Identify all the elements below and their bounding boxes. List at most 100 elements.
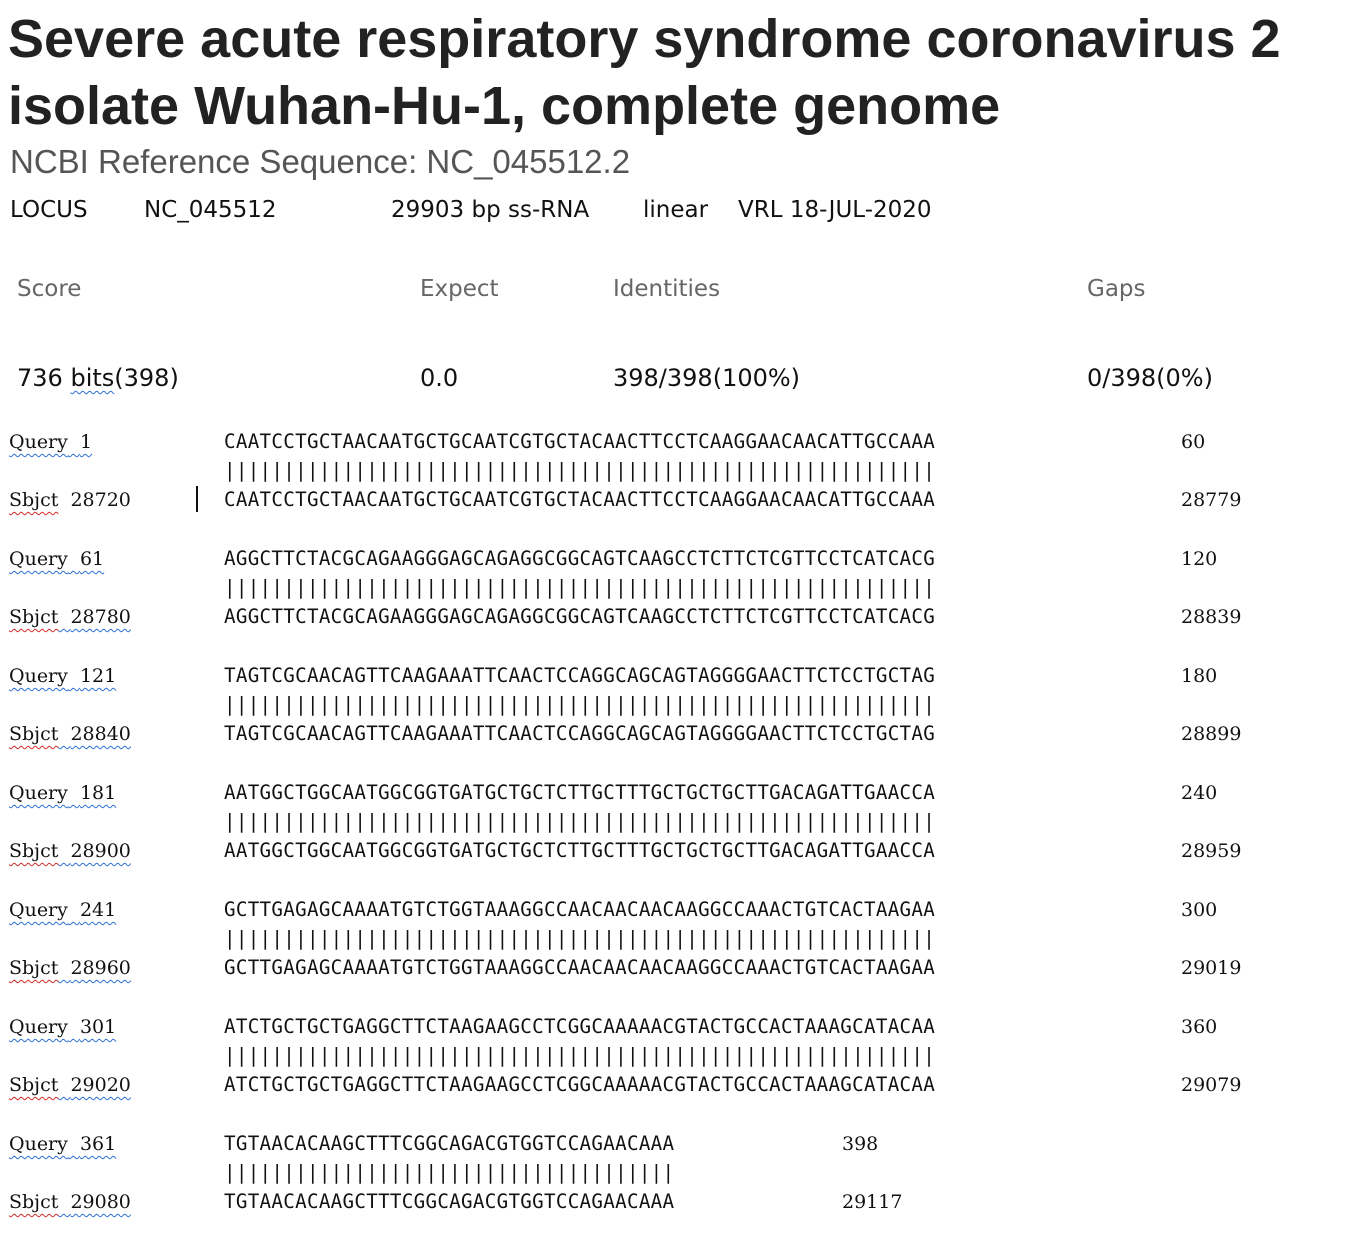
sbjct-start: 29080 — [70, 1191, 131, 1213]
sbjct-sequence: TGTAACACAAGCTTTCGGCAGACGTGGTCCAGAACAAA — [224, 1190, 675, 1213]
query-label: Query — [9, 548, 68, 570]
identities-header: Identities — [613, 276, 721, 302]
sbjct-label-gap — [58, 1191, 70, 1213]
sbjct-start: 28720 — [70, 489, 131, 511]
sbjct-label: Sbjct — [9, 957, 59, 979]
query-sequence: AATGGCTGGCAATGGCGGTGATGCTGCTCTTGCTTTGCTG… — [224, 781, 936, 804]
sbjct-row-label: Sbjct 28720 — [9, 488, 131, 512]
match-line: ||||||||||||||||||||||||||||||||||||||||… — [224, 576, 936, 599]
query-start: 61 — [79, 548, 105, 570]
sbjct-end: 29079 — [1181, 1074, 1242, 1096]
match-line: ||||||||||||||||||||||||||||||||||||||||… — [224, 459, 936, 482]
sbjct-start: 28840 — [70, 723, 131, 745]
query-sequence: TGTAACACAAGCTTTCGGCAGACGTGGTCCAGAACAAA — [224, 1132, 675, 1155]
query-start: 361 — [79, 1133, 117, 1155]
query-end: 398 — [842, 1133, 879, 1155]
locus-label: LOCUS — [10, 197, 88, 223]
sbjct-label-gap — [58, 606, 70, 628]
sbjct-end: 28839 — [1181, 606, 1242, 628]
sbjct-label-gap — [58, 1074, 70, 1096]
expect-value: 0.0 — [420, 364, 459, 392]
sbjct-sequence: AATGGCTGGCAATGGCGGTGATGCTGCTCTTGCTTTGCTG… — [224, 839, 936, 862]
expect-header: Expect — [420, 276, 499, 302]
query-start: 1 — [79, 431, 93, 453]
query-sequence: GCTTGAGAGCAAAATGTCTGGTAAAGGCCAACAACAACAA… — [224, 898, 936, 921]
match-line: ||||||||||||||||||||||||||||||||||||||||… — [224, 810, 936, 833]
sbjct-label: Sbjct — [9, 840, 59, 862]
sbjct-sequence: CAATCCTGCTAACAATGCTGCAATCGTGCTACAACTTCCT… — [224, 488, 936, 511]
sbjct-row-label: Sbjct 28840 — [9, 722, 131, 746]
query-row-label: Query 1 — [9, 430, 92, 454]
query-label: Query — [9, 782, 68, 804]
query-label: Query — [9, 431, 68, 453]
score-unit: bits — [70, 364, 115, 392]
match-line: |||||||||||||||||||||||||||||||||||||| — [224, 1161, 675, 1184]
sbjct-label-gap — [58, 957, 70, 979]
score-paren: (398) — [114, 364, 179, 392]
text-cursor — [196, 486, 198, 512]
score-number: 736 — [17, 364, 63, 392]
sbjct-end: 28779 — [1181, 489, 1242, 511]
query-row-label: Query 301 — [9, 1015, 116, 1039]
query-start: 301 — [79, 1016, 117, 1038]
sbjct-sequence: TAGTCGCAACAGTTCAAGAAATTCAACTCCAGGCAGCAGT… — [224, 722, 936, 745]
sbjct-sequence: AGGCTTCTACGCAGAAGGGAGCAGAGGCGGCAGTCAAGCC… — [224, 605, 936, 628]
query-label: Query — [9, 899, 68, 921]
query-end: 300 — [1181, 899, 1218, 921]
query-end: 120 — [1181, 548, 1218, 570]
locus-length: 29903 bp ss-RNA — [391, 197, 590, 223]
sbjct-end: 28959 — [1181, 840, 1242, 862]
query-sequence: TAGTCGCAACAGTTCAAGAAATTCAACTCCAGGCAGCAGT… — [224, 664, 936, 687]
query-start: 121 — [79, 665, 117, 687]
sbjct-label-gap — [58, 723, 70, 745]
score-value: 736 bits(398) — [17, 364, 179, 392]
sbjct-label: Sbjct — [9, 606, 59, 628]
match-line: ||||||||||||||||||||||||||||||||||||||||… — [224, 693, 936, 716]
query-label: Query — [9, 665, 68, 687]
sbjct-label: Sbjct — [9, 723, 59, 745]
locus-division-date: VRL 18-JUL-2020 — [738, 197, 932, 223]
sbjct-start: 28900 — [70, 840, 131, 862]
query-row-label: Query 121 — [9, 664, 116, 688]
identities-value: 398/398(100%) — [613, 364, 801, 392]
query-sequence: ATCTGCTGCTGAGGCTTCTAAGAAGCCTCGGCAAAAACGT… — [224, 1015, 936, 1038]
gaps-header: Gaps — [1087, 276, 1146, 302]
query-start: 181 — [79, 782, 117, 804]
query-row-label: Query 61 — [9, 547, 104, 571]
sbjct-row-label: Sbjct 29020 — [9, 1073, 131, 1097]
query-end: 240 — [1181, 782, 1218, 804]
reference-sequence: NCBI Reference Sequence: NC_045512.2 — [10, 143, 631, 180]
query-sequence: CAATCCTGCTAACAATGCTGCAATCGTGCTACAACTTCCT… — [224, 430, 936, 453]
query-label-gap — [68, 1016, 80, 1038]
query-label: Query — [9, 1016, 68, 1038]
sbjct-label: Sbjct — [9, 1074, 59, 1096]
sbjct-row-label: Sbjct 29080 — [9, 1190, 131, 1214]
query-label-gap — [68, 548, 80, 570]
locus-topology: linear — [643, 197, 709, 223]
gaps-value: 0/398(0%) — [1087, 364, 1213, 392]
sbjct-sequence: GCTTGAGAGCAAAATGTCTGGTAAAGGCCAACAACAACAA… — [224, 956, 936, 979]
locus-line: LOCUS NC_045512 29903 bp ss-RNA linear V… — [10, 195, 1010, 225]
sbjct-start: 28960 — [70, 957, 131, 979]
sbjct-start: 29020 — [70, 1074, 131, 1096]
query-label-gap — [68, 665, 80, 687]
score-header: Score — [17, 276, 82, 302]
sbjct-label-gap — [58, 489, 70, 511]
query-label-gap — [68, 899, 80, 921]
sbjct-end: 29117 — [842, 1191, 903, 1213]
query-label-gap — [68, 431, 80, 453]
match-line: ||||||||||||||||||||||||||||||||||||||||… — [224, 927, 936, 950]
sbjct-row-label: Sbjct 28960 — [9, 956, 131, 980]
sbjct-end: 28899 — [1181, 723, 1242, 745]
page-title: Severe acute respiratory syndrome corona… — [8, 9, 1281, 136]
sbjct-row-label: Sbjct 28900 — [9, 839, 131, 863]
query-label-gap — [68, 1133, 80, 1155]
query-row-label: Query 181 — [9, 781, 116, 805]
query-sequence: AGGCTTCTACGCAGAAGGGAGCAGAGGCGGCAGTCAAGCC… — [224, 547, 936, 570]
query-end: 360 — [1181, 1016, 1218, 1038]
sbjct-sequence: ATCTGCTGCTGAGGCTTCTAAGAAGCCTCGGCAAAAACGT… — [224, 1073, 936, 1096]
sbjct-label-gap — [58, 840, 70, 862]
locus-accession: NC_045512 — [144, 197, 277, 223]
query-label: Query — [9, 1133, 68, 1155]
